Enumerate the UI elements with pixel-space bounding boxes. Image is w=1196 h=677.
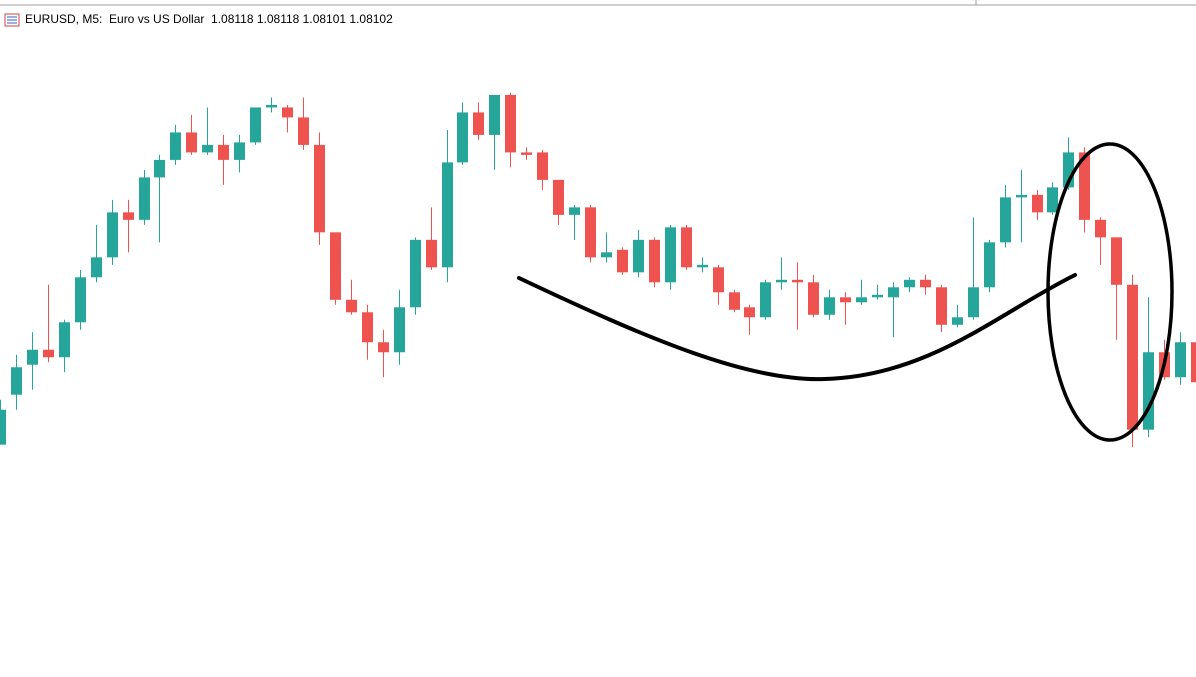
candle-body	[298, 117, 309, 145]
candle-body	[202, 144, 213, 153]
candle-body	[1143, 352, 1154, 430]
candle-body	[282, 107, 293, 118]
candle-body	[968, 287, 979, 318]
candle-body	[537, 152, 548, 180]
candles	[0, 92, 1196, 448]
candle-body	[1016, 194, 1027, 198]
candle-body	[904, 279, 915, 288]
candle-body	[346, 299, 357, 313]
candle-body	[378, 342, 389, 353]
candle-body	[824, 297, 835, 315]
candle-body	[1079, 152, 1090, 220]
candle-body	[553, 179, 564, 215]
candle-body	[665, 227, 676, 283]
candle-body	[521, 152, 532, 155]
candle-body	[1175, 342, 1186, 378]
candle-body	[585, 207, 596, 258]
candle-body	[713, 267, 724, 293]
candle-body	[920, 279, 931, 288]
symbol-icon	[4, 13, 20, 27]
candle-body	[776, 279, 787, 283]
candle-body	[840, 297, 851, 303]
annotation-curve	[517, 273, 1077, 382]
candle-body	[760, 282, 771, 318]
candle-body	[489, 94, 500, 135]
candle-body	[808, 282, 819, 315]
annotation-ellipse	[1046, 142, 1174, 442]
candle-body	[11, 367, 22, 395]
candle-body	[744, 307, 755, 318]
candle-body	[633, 239, 644, 273]
candle-body	[936, 287, 947, 325]
candle-body	[186, 132, 197, 153]
candle-body	[1111, 237, 1122, 285]
candle-body	[410, 239, 421, 308]
candle-body	[681, 227, 692, 268]
candle-body	[394, 307, 405, 353]
candle-body	[218, 144, 229, 160]
candle-body	[1032, 194, 1043, 213]
candle-body	[43, 349, 54, 358]
candle-body	[1063, 152, 1074, 188]
candle-body	[139, 177, 150, 220]
candle-body	[1095, 219, 1106, 238]
candle-body	[123, 212, 134, 220]
candle-body	[888, 287, 899, 298]
candle-body	[234, 142, 245, 160]
candle-body	[601, 252, 612, 258]
candle-body	[314, 144, 325, 233]
candle-body	[569, 207, 580, 215]
candle-body	[330, 232, 341, 300]
candle-body	[457, 112, 468, 163]
candle-body	[154, 159, 165, 178]
candle-body	[729, 292, 740, 310]
candle-body	[952, 317, 963, 325]
candle-body	[75, 277, 86, 323]
candle-body	[473, 112, 484, 135]
candle-body	[0, 409, 6, 445]
candle-body	[91, 257, 102, 278]
candle-body	[1000, 197, 1011, 243]
candle-body	[107, 212, 118, 258]
candle-body	[250, 107, 261, 143]
candle-body	[170, 132, 181, 160]
candle-body	[442, 162, 453, 268]
candle-body	[984, 242, 995, 288]
candle-body	[617, 249, 628, 273]
candle-body	[59, 322, 70, 358]
candle-body	[27, 349, 38, 365]
candle-body	[697, 264, 708, 268]
candle-body	[1191, 342, 1196, 383]
candle-body	[872, 294, 883, 298]
candle-body	[1127, 284, 1138, 430]
candle-body	[505, 94, 516, 153]
candle-body	[856, 297, 867, 303]
candle-body	[792, 279, 803, 283]
candle-body	[266, 104, 277, 108]
chart-title: EURUSD, M5: Euro vs US Dollar 1.08118 1.…	[25, 12, 393, 26]
candle-body	[362, 312, 373, 343]
candle-body	[649, 239, 660, 283]
candle-body	[1047, 187, 1058, 213]
candle-body	[426, 239, 437, 268]
